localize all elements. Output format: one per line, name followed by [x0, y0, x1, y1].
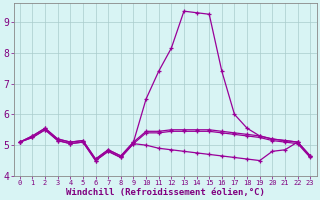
X-axis label: Windchill (Refroidissement éolien,°C): Windchill (Refroidissement éolien,°C) [66, 188, 264, 197]
